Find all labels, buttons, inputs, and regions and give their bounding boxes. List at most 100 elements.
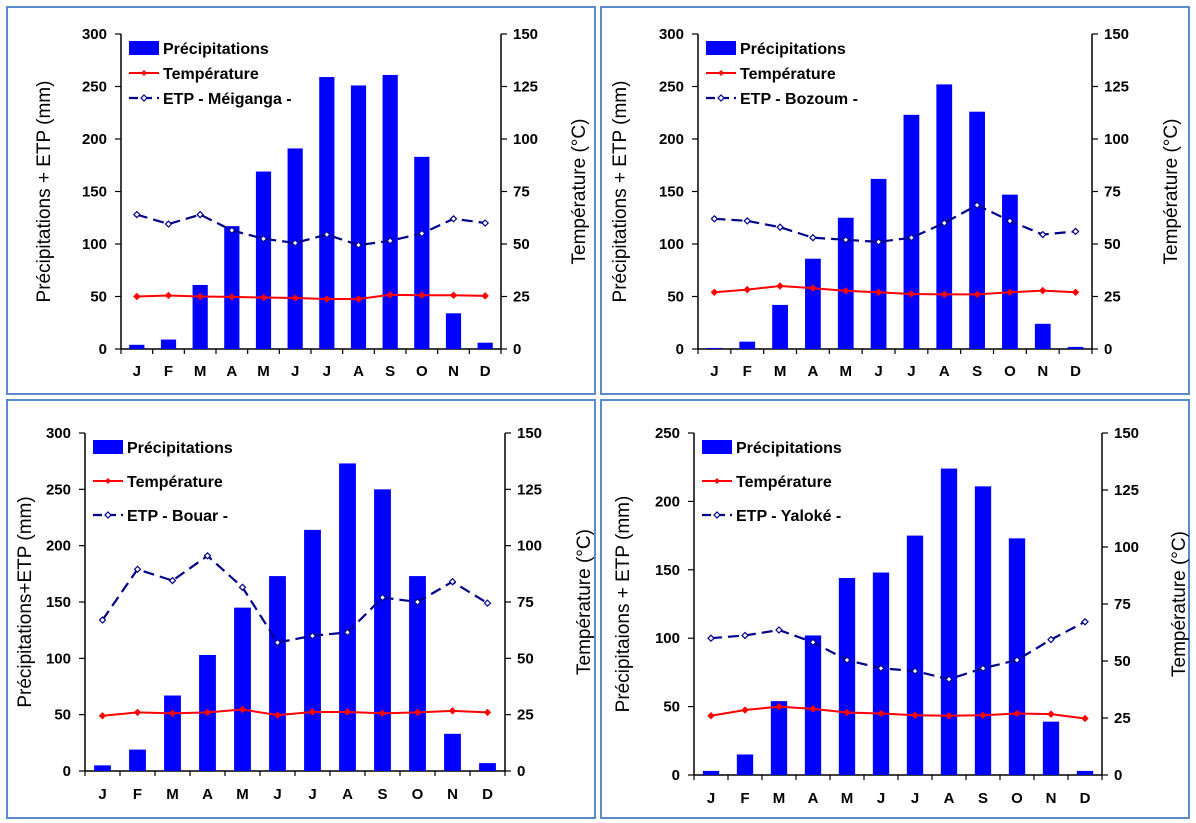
y-tick-label-left: 50 (54, 707, 71, 724)
y-tick-label-right: 125 (513, 79, 538, 96)
x-tick-label: A (342, 786, 353, 803)
precipitation-bar (255, 171, 272, 349)
precipitation-bar (870, 178, 887, 349)
y-tick-label-left: 0 (672, 767, 680, 784)
chart-panel-bozoum: 0 50 100 150 200 250 300 0 25 50 75 100 125 150 J F M A M J… (600, 6, 1190, 395)
etp-point (841, 235, 850, 244)
legend-label-precipitation: Précipitations (736, 440, 842, 457)
y-axis-label-left: Précipitaions + ETP (mm) (613, 496, 634, 713)
x-tick-label: O (416, 363, 428, 380)
x-tick-label: J (707, 790, 715, 807)
etp-point (168, 576, 177, 585)
etp-point (874, 238, 883, 246)
precipitation-bar (736, 754, 754, 775)
legend-marker-temperature (714, 478, 720, 484)
x-tick-label: S (377, 786, 387, 803)
x-tick-label: D (1080, 790, 1091, 807)
etp-point (710, 214, 719, 223)
y-tick-label-right: 50 (1114, 653, 1131, 670)
temperature-line (710, 705, 1086, 720)
temperature-line (714, 284, 1076, 296)
x-tick-label: O (1011, 790, 1023, 807)
y-tick-label-right: 100 (513, 131, 538, 148)
legend-label-etp: ETP - Bouar - (127, 508, 228, 525)
chart-panel-bouar: 0 50 100 150 200 250 300 0 25 50 75 100 125 150 J F M A M J… (6, 399, 596, 819)
temperature-line (136, 293, 486, 301)
temperature-point (741, 706, 749, 714)
precipitation-bar (409, 576, 426, 771)
y-tick-label-right: 25 (517, 707, 534, 724)
precipitation-bar (94, 765, 111, 771)
temperature-point (979, 711, 987, 719)
temperature-point (378, 709, 387, 718)
precipitation-bar (374, 489, 391, 771)
precipitation-bar (702, 770, 720, 775)
x-tick-label: N (448, 363, 459, 380)
x-tick-label: N (1046, 790, 1057, 807)
y-axis-label-right: Température (°C) (574, 529, 595, 675)
y-tick-label-right: 25 (1114, 710, 1131, 727)
temperature-point (413, 708, 422, 717)
etp-line (714, 203, 1076, 244)
temperature-point (945, 712, 953, 720)
y-tick-label-right: 25 (513, 289, 530, 306)
legend-marker-etp (104, 511, 112, 519)
precipitation-bar (319, 77, 335, 350)
precipitation-bar (444, 733, 461, 771)
etp-point (1013, 656, 1021, 664)
y-tick-label-right: 0 (513, 341, 521, 358)
etp-point (449, 214, 458, 223)
precipitation-bar (772, 304, 788, 349)
precipitation-bar (940, 468, 958, 775)
chart-svg-bozoum: 0 50 100 150 200 250 300 0 25 50 75 100 125 150 J F M A M J… (610, 26, 1182, 380)
x-tick-label: S (385, 363, 395, 380)
y-tick-label-left: 150 (655, 562, 680, 579)
precipitation-bar (234, 607, 251, 771)
etp-point (907, 233, 916, 242)
x-tick-label: D (480, 363, 491, 380)
x-tick-label: J (907, 363, 915, 380)
etp-point (227, 226, 236, 235)
x-tick-label: O (1004, 363, 1016, 380)
y-tick-label-right: 100 (1104, 131, 1129, 148)
y-tick-label-right: 25 (1104, 289, 1121, 306)
etp-point (979, 664, 987, 673)
etp-point (1081, 617, 1089, 626)
legend-label-temperature: Température (740, 66, 836, 83)
temperature-point (203, 708, 212, 717)
legend-label-precipitation: Précipitations (740, 41, 846, 58)
y-tick-label-right: 125 (517, 481, 542, 498)
temperature-point (228, 293, 236, 301)
temperature-point (707, 712, 715, 720)
etp-point (308, 631, 317, 640)
y-tick-label-left: 0 (63, 763, 71, 780)
x-tick-label: O (412, 786, 424, 803)
precipitation-bar (414, 156, 430, 349)
etp-point (417, 229, 426, 238)
precipitation-bar (903, 114, 920, 349)
legend-label-etp: ETP - Méiganga - (163, 91, 292, 108)
temperature-point (133, 708, 142, 717)
etp-point (1047, 635, 1055, 644)
chart-panel-meiganga: 0 50 100 150 200 250 300 0 25 50 75 100 125 150 J F M A M J… (6, 6, 596, 395)
x-tick-label: J (308, 786, 316, 803)
temperature-point (354, 295, 363, 303)
y-tick-label-right: 150 (1104, 26, 1129, 43)
y-tick-label-left: 150 (659, 184, 684, 201)
legend-label-precipitation: Précipitations (163, 41, 269, 58)
temperature-point (1081, 714, 1089, 723)
precipitation-bar (1076, 770, 1094, 775)
etp-point (973, 201, 981, 209)
etp-point (343, 628, 352, 637)
y-tick-label-left: 50 (667, 289, 684, 306)
x-tick-label: J (273, 786, 281, 803)
temperature-point (877, 709, 885, 718)
y-tick-label-left: 250 (655, 425, 680, 442)
temperature-point (1039, 286, 1047, 295)
temperature-point (483, 708, 492, 717)
y-tick-label-right: 0 (1114, 767, 1122, 784)
temperature-point (907, 290, 916, 298)
y-tick-label-right: 100 (1114, 539, 1139, 556)
precipitation-bar (1002, 194, 1018, 349)
x-tick-label: M (840, 363, 853, 380)
